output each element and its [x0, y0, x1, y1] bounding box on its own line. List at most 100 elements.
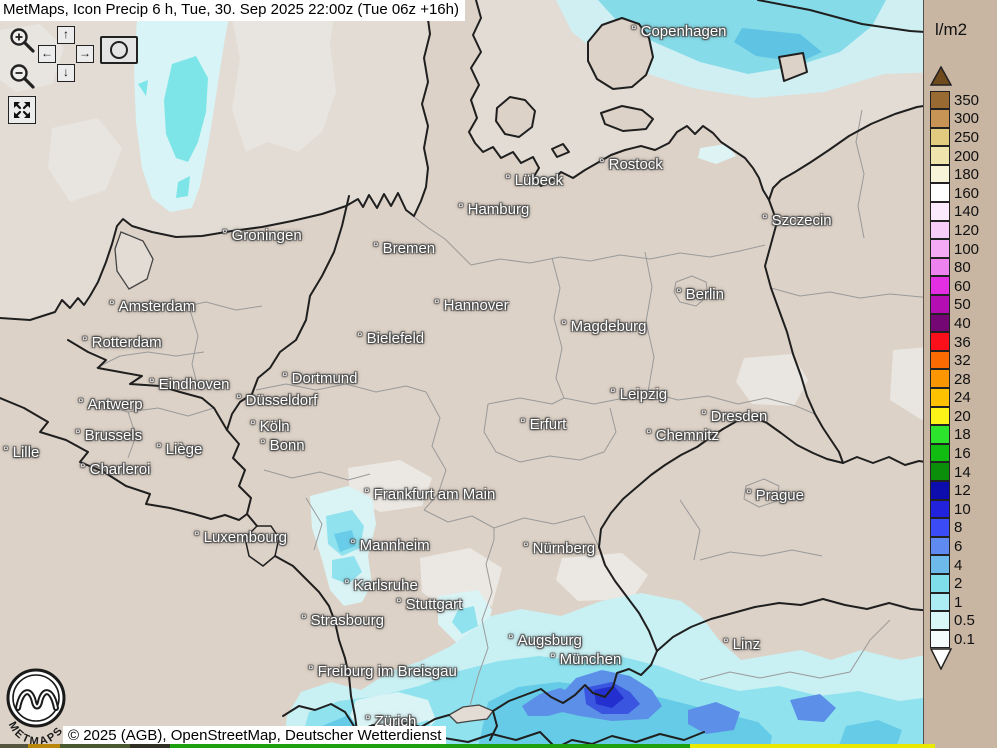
legend-value: 8	[954, 519, 963, 537]
legend-swatch	[930, 369, 950, 388]
magnifier-minus-icon	[10, 64, 35, 89]
islands	[495, 17, 808, 158]
legend-row: 300	[930, 109, 980, 129]
legend-value: 12	[954, 482, 971, 500]
legend-row: 0.5	[930, 611, 979, 631]
legend-row: 160	[930, 183, 980, 203]
arrow-down-icon: ↓	[63, 65, 69, 79]
legend-swatch	[930, 518, 950, 537]
legend-row: 12	[930, 480, 979, 500]
legend-unit-label: l/m2	[935, 20, 968, 39]
metmaps-logo[interactable]: METMAPS	[4, 662, 68, 744]
timeline-segment	[130, 744, 170, 748]
legend-swatch	[930, 425, 950, 444]
title-bar: MetMaps, Icon Precip 6 h, Tue, 30. Sep 2…	[0, 0, 465, 21]
legend-value: 350	[954, 91, 980, 109]
precipitation-overlay	[134, 0, 997, 748]
legend-swatch	[930, 555, 950, 574]
timeline-segment	[28, 744, 60, 748]
magnifier-plus-icon	[10, 28, 35, 53]
expand-icon	[14, 102, 30, 118]
legend-row: 16	[930, 443, 979, 463]
legend-swatch	[930, 127, 950, 147]
arrow-up-icon: ↑	[63, 27, 69, 41]
legend-arrow-up-icon	[929, 65, 953, 86]
arrow-right-icon: →	[79, 46, 91, 60]
legend-swatch	[930, 536, 950, 556]
legend-swatch	[930, 183, 950, 203]
legend-row: 8	[930, 518, 979, 538]
attribution-bar: © 2025 (AGB), OpenStreetMap, Deutscher W…	[63, 726, 447, 746]
legend-value: 160	[954, 184, 980, 202]
legend-swatch	[930, 257, 950, 277]
legend-row: 6	[930, 536, 979, 556]
legend-value: 1	[954, 593, 963, 611]
legend-row: 120	[930, 220, 980, 240]
snapshot-button[interactable]	[100, 36, 138, 64]
timeline-segment	[0, 744, 28, 748]
legend-row: 28	[930, 369, 979, 389]
legend-row: 140	[930, 202, 980, 222]
timeline-segment	[60, 744, 130, 748]
pan-left-button[interactable]: ←	[38, 45, 56, 63]
camera-icon	[110, 41, 128, 59]
legend-row: 24	[930, 388, 979, 408]
legend-value: 140	[954, 203, 980, 221]
legend-swatch	[930, 592, 950, 612]
legend-row: 40	[930, 313, 979, 333]
legend-value: 120	[954, 221, 980, 239]
legend-row: 10	[930, 499, 979, 519]
legend-scale: 350 300 250 200 180 160 140 120 100 80 60 50 40 36 32 2…	[930, 90, 980, 649]
legend-row: 20	[930, 406, 979, 426]
legend-value: 250	[954, 128, 980, 146]
pan-right-button[interactable]: →	[76, 45, 94, 63]
legend-value: 180	[954, 166, 980, 184]
legend-swatch	[930, 295, 950, 314]
zoom-in-button[interactable]	[8, 26, 38, 61]
legend-row: 0.1	[930, 629, 979, 649]
legend-swatch	[930, 480, 950, 500]
pan-down-button[interactable]: ↓	[57, 64, 75, 82]
timeline-segment	[935, 744, 997, 748]
legend-row: 60	[930, 276, 979, 296]
legend-value: 2	[954, 575, 963, 593]
legend-row: 4	[930, 555, 979, 575]
timeline-strip[interactable]	[0, 744, 997, 748]
legend-swatch	[930, 499, 950, 519]
precip-legend: l/m2 350 300 250 200 180 160 140 120 100 80 60 50 40…	[923, 0, 997, 748]
legend-swatch	[930, 462, 950, 481]
legend-value: 20	[954, 407, 971, 425]
legend-value: 16	[954, 445, 971, 463]
legend-swatch	[930, 276, 950, 296]
timeline-segment	[170, 744, 690, 748]
legend-row: 50	[930, 295, 979, 315]
legend-value: 10	[954, 500, 971, 518]
attribution-text: © 2025 (AGB), OpenStreetMap, Deutscher W…	[68, 727, 442, 744]
legend-swatch	[930, 611, 950, 630]
pan-up-button[interactable]: ↑	[57, 26, 75, 44]
legend-value: 300	[954, 110, 980, 128]
legend-swatch	[930, 164, 950, 184]
legend-row: 32	[930, 350, 979, 370]
legend-swatch	[930, 573, 950, 593]
legend-value: 24	[954, 389, 971, 407]
legend-swatch	[930, 146, 950, 165]
legend-row: 18	[930, 425, 979, 445]
legend-value: 28	[954, 370, 971, 388]
legend-value: 6	[954, 538, 963, 556]
legend-value: 14	[954, 463, 971, 481]
coastlines-and-country-borders	[0, 0, 941, 748]
legend-value: 32	[954, 352, 971, 370]
legend-value: 80	[954, 259, 971, 277]
fullscreen-button[interactable]	[8, 96, 36, 124]
legend-row: 250	[930, 127, 980, 147]
legend-swatch	[930, 406, 950, 426]
legend-swatch	[930, 629, 950, 649]
legend-value: 0.5	[954, 612, 975, 630]
legend-swatch	[930, 202, 950, 221]
legend-row: 2	[930, 573, 979, 593]
zoom-out-button[interactable]	[8, 62, 38, 97]
legend-swatch	[930, 350, 950, 370]
